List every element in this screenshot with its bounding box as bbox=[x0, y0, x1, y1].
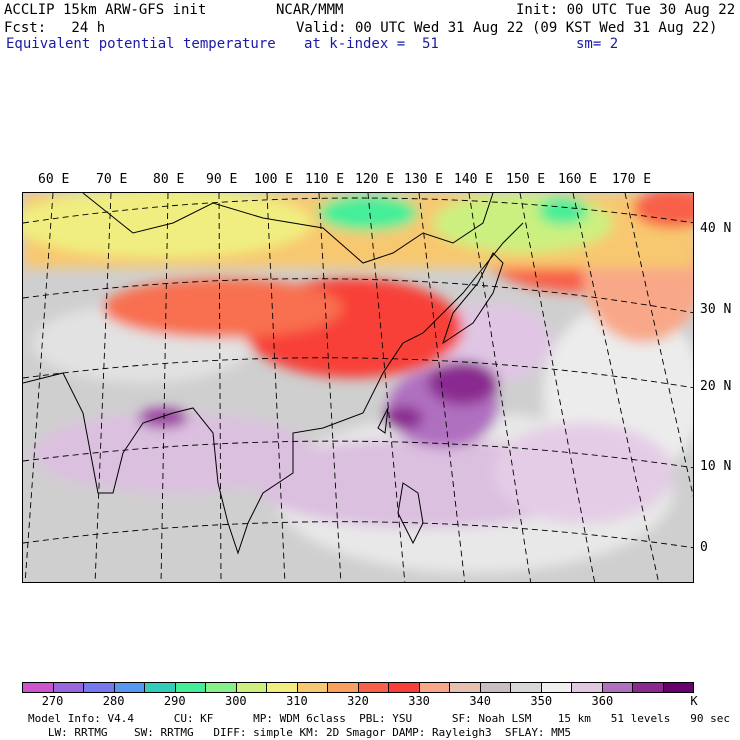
colorbar-swatch bbox=[236, 683, 267, 692]
field-shading bbox=[23, 193, 693, 573]
init-time: Init: 00 UTC Tue 30 Aug 22 bbox=[516, 2, 736, 18]
colorbar-swatch bbox=[541, 683, 572, 692]
coastlines bbox=[23, 193, 524, 555]
colorbar-swatch bbox=[23, 683, 54, 692]
colorbar-swatch bbox=[175, 683, 206, 692]
colorbar-swatch bbox=[297, 683, 328, 692]
lon-label-90e: 90 E bbox=[206, 172, 238, 187]
lat-label-10n: 10 N bbox=[700, 459, 732, 474]
smoothing: sm= 2 bbox=[576, 36, 619, 52]
model-info-line2: LW: RRTMG SW: RRTMG DIFF: simple KM: 2D … bbox=[28, 726, 572, 739]
colorbar bbox=[22, 682, 694, 693]
lon-label-120e: 120 E bbox=[355, 172, 395, 187]
lon-label-60e: 60 E bbox=[38, 172, 70, 187]
colorbar-swatch bbox=[84, 683, 115, 692]
lon-label-170e: 170 E bbox=[612, 172, 652, 187]
colorbar-swatch bbox=[328, 683, 359, 692]
colorbar-swatch bbox=[663, 683, 693, 692]
colorbar-swatch bbox=[511, 683, 542, 692]
lon-label-140e: 140 E bbox=[454, 172, 494, 187]
map-canvas bbox=[23, 193, 693, 582]
colorbar-swatch bbox=[572, 683, 603, 692]
colorbar-tick-label: 340 bbox=[469, 694, 492, 708]
colorbar-tick-label: 270 bbox=[41, 694, 64, 708]
colorbar-swatch bbox=[114, 683, 145, 692]
colorbar-tick-label: 330 bbox=[408, 694, 430, 708]
lat-label-40n: 40 N bbox=[700, 221, 732, 236]
model-info-line1: Model Info: V4.4 CU: KF MP: WDM 6class P… bbox=[28, 712, 730, 725]
colorbar-swatch bbox=[419, 683, 450, 692]
forecast-hour: Fcst: 24 h bbox=[4, 20, 106, 36]
lat-label-0: 0 bbox=[700, 540, 708, 555]
colorbar-swatch bbox=[450, 683, 481, 692]
lon-label-130e: 130 E bbox=[404, 172, 444, 187]
colorbar-swatch bbox=[480, 683, 511, 692]
lon-label-150e: 150 E bbox=[506, 172, 546, 187]
colorbar-swatch bbox=[267, 683, 298, 692]
colorbar-tick-label: 360 bbox=[591, 694, 614, 708]
valid-time: Valid: 00 UTC Wed 31 Aug 22 (09 KST Wed … bbox=[296, 20, 718, 36]
colorbar-swatch bbox=[389, 683, 420, 692]
lat-label-20n: 20 N bbox=[700, 379, 732, 394]
lon-label-70e: 70 E bbox=[96, 172, 128, 187]
model-title: ACCLIP 15km ARW-GFS init bbox=[4, 2, 207, 18]
graticule bbox=[23, 193, 693, 582]
colorbar-swatch bbox=[206, 683, 237, 692]
lon-label-160e: 160 E bbox=[558, 172, 598, 187]
colorbar-tick-label: 320 bbox=[347, 694, 369, 708]
organization: NCAR/MMM bbox=[276, 2, 344, 18]
lon-label-100e: 100 E bbox=[254, 172, 294, 187]
colorbar-tick-label: 300 bbox=[224, 694, 247, 708]
colorbar-tick-label: 290 bbox=[163, 694, 186, 708]
theta-e-map bbox=[22, 192, 694, 583]
colorbar-tick-label: 350 bbox=[530, 694, 553, 708]
colorbar-swatch bbox=[633, 683, 664, 692]
lat-label-30n: 30 N bbox=[700, 302, 732, 317]
colorbar-swatch bbox=[602, 683, 633, 692]
colorbar-tick-label: 310 bbox=[286, 694, 308, 708]
colorbar-swatch bbox=[145, 683, 176, 692]
lon-label-80e: 80 E bbox=[153, 172, 185, 187]
colorbar-unit: K bbox=[690, 694, 698, 708]
k-index: at k-index = 51 bbox=[304, 36, 439, 52]
lon-label-110e: 110 E bbox=[305, 172, 345, 187]
field-name: Equivalent potential temperature bbox=[6, 36, 276, 52]
colorbar-tick-label: 280 bbox=[102, 694, 125, 708]
colorbar-swatch bbox=[358, 683, 389, 692]
colorbar-swatch bbox=[53, 683, 84, 692]
